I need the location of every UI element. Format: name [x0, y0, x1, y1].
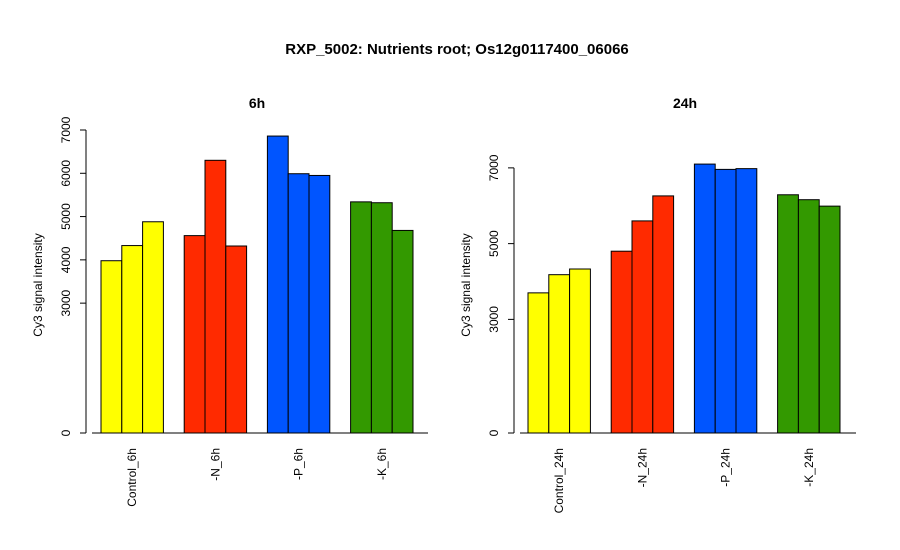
bar [797, 199, 820, 434]
chart-panel-6h: 6h 0 3000 4000 5000 6000 7000 Cy3 signal intens… [31, 95, 428, 507]
y-tick-label: 5000 [59, 203, 73, 230]
category-label: -K_24h [802, 448, 816, 487]
bar [735, 168, 758, 434]
category-label: -N_6h [208, 448, 222, 481]
bar [225, 245, 248, 434]
bar [714, 168, 737, 434]
bar [204, 159, 227, 434]
y-tick-label: 7000 [59, 116, 73, 143]
bar [100, 260, 123, 434]
bar [183, 235, 206, 434]
bar [569, 268, 591, 434]
bar [610, 250, 633, 434]
category-label: Control_24h [552, 448, 566, 513]
y-tick-label: 0 [59, 429, 73, 436]
bar [631, 220, 654, 434]
chart-panel-24h: 24h 0 3000 5000 7000 Cy3 signal intensity Cont… [459, 95, 856, 513]
bar [777, 194, 799, 434]
panel-title: 6h [249, 95, 265, 111]
category-label: Control_6h [125, 448, 139, 507]
bar [693, 163, 716, 434]
y-tick-label: 6000 [59, 160, 73, 187]
bar [391, 229, 414, 434]
bar [350, 201, 372, 434]
y-tick-label: 5000 [487, 230, 501, 257]
bar [308, 174, 331, 434]
bar [548, 274, 571, 434]
category-label: -N_24h [635, 448, 649, 487]
category-label: -P_24h [719, 448, 733, 487]
y-tick-label: 3000 [59, 289, 73, 316]
bar [266, 135, 289, 434]
bar [121, 245, 144, 434]
bar [818, 205, 841, 434]
category-label: -P_6h [292, 448, 306, 480]
bar [370, 202, 393, 434]
bar [142, 221, 164, 434]
bar [287, 173, 310, 434]
y-tick-label: 3000 [487, 306, 501, 333]
panel-title: 24h [673, 95, 697, 111]
y-tick-label: 0 [487, 429, 501, 436]
y-axis-label: Cy3 signal intensity [459, 233, 473, 336]
category-label: -K_6h [375, 448, 389, 480]
y-axis-label: Cy3 signal intensity [31, 233, 45, 336]
y-tick-label: 7000 [487, 154, 501, 181]
y-tick-label: 4000 [59, 246, 73, 273]
main-title: RXP_5002: Nutrients root; Os12g0117400_0… [285, 41, 629, 58]
bar [527, 292, 550, 434]
bar [652, 195, 675, 434]
